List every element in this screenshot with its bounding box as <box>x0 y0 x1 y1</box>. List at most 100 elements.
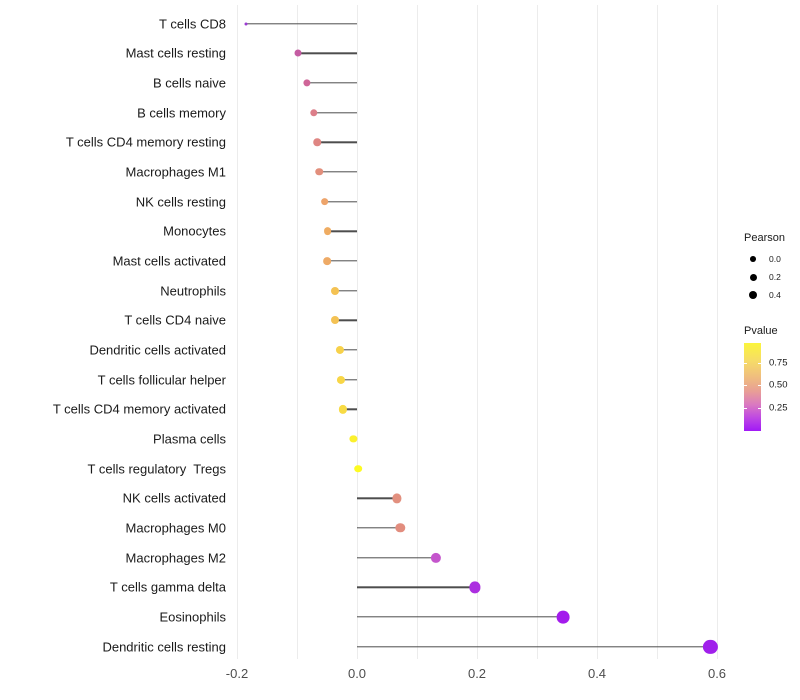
lollipop-dot <box>320 197 329 206</box>
pearson-legend-dot <box>748 290 758 300</box>
lollipop-dot <box>469 581 481 593</box>
pvalue-colorbar-wrap: 0.75 0.50 0.25 <box>744 343 788 431</box>
category-label: T cells CD4 memory resting <box>65 134 226 150</box>
pearson-legend-dot-cell <box>744 256 762 262</box>
lollipop-stem <box>357 646 711 648</box>
lollipop-dot <box>336 345 345 355</box>
lollipop-dot <box>430 552 441 563</box>
category-label: Macrophages M2 <box>125 550 226 566</box>
pvalue-color-legend: Pvalue 0.75 0.50 0.25 <box>744 325 788 431</box>
lollipop-dot <box>337 375 346 384</box>
category-label: T cells CD8 <box>159 16 226 31</box>
category-label: Mast cells activated <box>112 253 226 269</box>
colorbar-tick-label: 0.50 <box>769 379 788 391</box>
pearson-legend-dot-cell <box>744 273 762 281</box>
category-label: Macrophages M1 <box>125 164 226 180</box>
gridline <box>297 5 298 659</box>
category-label: Monocytes <box>163 223 226 239</box>
pearson-size-legend: Pearson 0.0 0.2 0.4 <box>744 232 800 304</box>
pearson-legend-dot <box>750 256 756 262</box>
lollipop-stem <box>327 230 357 232</box>
gridline <box>657 5 658 659</box>
lollipop-dot <box>331 286 340 295</box>
colorbar-tick-mark <box>744 363 747 365</box>
category-label: Macrophages M0 <box>125 520 226 536</box>
lollipop-stem <box>335 289 357 292</box>
lollipop-dot <box>395 523 405 533</box>
lollipop-stem <box>357 586 475 589</box>
category-label: Neutrophils <box>160 283 226 299</box>
colorbar-tick-mark <box>744 408 747 410</box>
category-label: Dendritic cells activated <box>89 342 226 358</box>
lollipop-dot <box>556 610 570 624</box>
colorbar-tick-mark <box>758 363 761 365</box>
category-label: T cells follicular helper <box>97 372 226 388</box>
category-label: B cells memory <box>137 105 226 121</box>
category-label: NK cells activated <box>122 490 226 506</box>
pearson-legend-item: 0.0 <box>744 250 800 268</box>
category-label: Plasma cells <box>153 431 226 447</box>
category-label: B cells naive <box>153 75 226 91</box>
colorbar-tick-mark <box>744 385 747 387</box>
pearson-legend-dot-cell <box>744 290 762 300</box>
lollipop-stem <box>298 52 357 54</box>
gridline <box>537 5 538 659</box>
lollipop-stem <box>307 82 357 84</box>
gridline <box>417 5 418 659</box>
lollipop-stem <box>246 22 357 25</box>
lollipop-stem <box>357 527 401 529</box>
lollipop-stem <box>357 557 436 559</box>
category-label: T cells regulatory Tregs <box>87 461 226 477</box>
gridline <box>477 5 478 659</box>
category-label: NK cells resting <box>135 194 226 210</box>
pearson-legend-label: 0.4 <box>769 290 781 300</box>
category-label: T cells gamma delta <box>109 579 226 595</box>
colorbar-tick-label: 0.75 <box>769 357 788 369</box>
gridline <box>357 5 358 659</box>
gridline <box>597 5 598 659</box>
lollipop-stem <box>357 497 398 500</box>
lollipop-dot <box>703 639 718 654</box>
pearson-legend-label: 0.0 <box>769 254 781 264</box>
x-axis-tick-label: 0.4 <box>587 666 607 681</box>
pearson-legend-label: 0.2 <box>769 272 781 282</box>
lollipop-stem <box>343 408 357 411</box>
pvalue-colorbar <box>744 343 761 431</box>
lollipop-stem <box>317 141 357 143</box>
colorbar-tick-mark <box>758 408 761 410</box>
lollipop-stem <box>341 378 357 381</box>
gridline <box>237 5 238 659</box>
lollipop-dot <box>339 405 348 414</box>
lollipop-dot <box>392 493 402 503</box>
category-label: T cells CD4 memory activated <box>52 401 226 417</box>
lollipop-stem <box>313 111 357 114</box>
lollipop-dot <box>323 227 332 236</box>
lollipop-stem <box>340 349 357 351</box>
lollipop-stem <box>327 260 357 262</box>
pearson-legend-item: 0.4 <box>744 286 800 304</box>
lollipop-stem <box>357 616 564 618</box>
category-label: Mast cells resting <box>125 45 226 61</box>
pearson-legend-item: 0.2 <box>744 268 800 286</box>
pearson-legend-dot <box>749 273 757 281</box>
lollipop-dot <box>315 168 323 176</box>
pearson-legend-title: Pearson <box>744 232 785 244</box>
lollipop-dot <box>349 435 357 443</box>
x-axis-tick-label: 0.2 <box>467 666 487 681</box>
x-axis-tick-label: 0.6 <box>707 666 727 681</box>
lollipop-stem <box>324 200 357 203</box>
lollipop-dot <box>294 49 302 57</box>
lollipop-dot <box>244 22 248 25</box>
lollipop-stem <box>319 171 357 173</box>
pvalue-legend-title: Pvalue <box>744 325 778 337</box>
colorbar-tick-mark <box>758 385 761 387</box>
lollipop-dot <box>323 257 331 265</box>
lollipop-stem <box>335 319 357 321</box>
category-label: Dendritic cells resting <box>102 639 226 655</box>
lollipop-dot <box>331 316 340 325</box>
pearson-legend-items: 0.0 0.2 0.4 <box>744 250 800 304</box>
colorbar-tick-label: 0.25 <box>769 402 788 414</box>
gridline <box>717 5 718 659</box>
